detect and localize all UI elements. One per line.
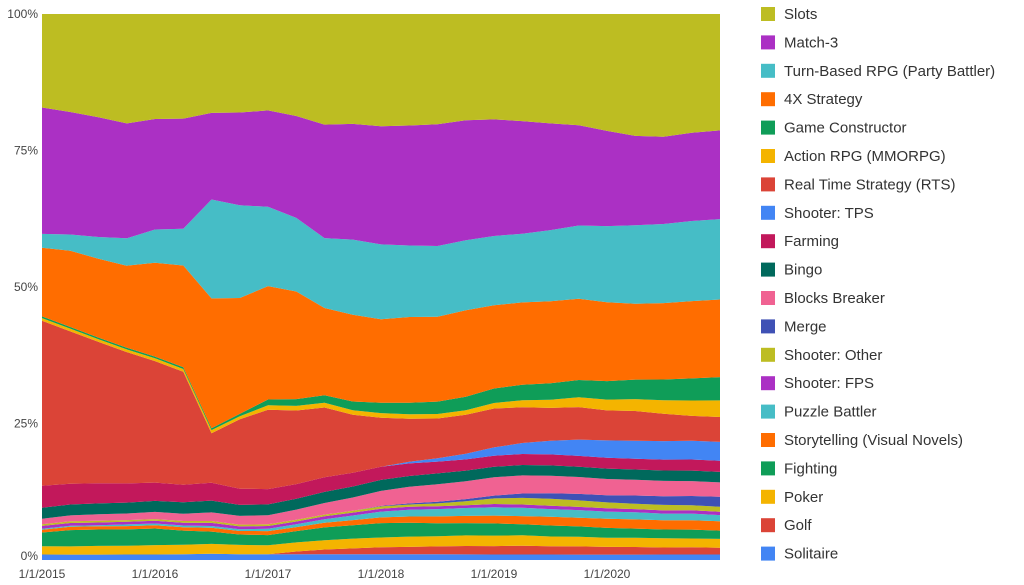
x-tick-label: 1/1/2015 (19, 567, 66, 581)
legend-label: Action RPG (MMORPG) (784, 148, 946, 165)
legend-swatch (761, 546, 775, 561)
legend-label: Shooter: TPS (784, 205, 874, 222)
area-blocks-breaker (42, 475, 720, 525)
legend-item-shooter-fps: Shooter: FPS (761, 375, 874, 392)
area-action-rpg-mmorpg (42, 318, 720, 434)
legend-swatch (761, 177, 775, 192)
legend-item-storytelling-visual-novels: Storytelling (Visual Novels) (761, 432, 963, 449)
legend-swatch (761, 433, 775, 447)
legend-item-merge: Merge (761, 318, 827, 335)
legend-label: Match-3 (784, 34, 838, 51)
legend-swatch (761, 205, 775, 220)
legend-swatch (761, 149, 775, 163)
legend-label: Bingo (784, 262, 822, 279)
y-tick-label: 100% (7, 7, 38, 21)
legend-swatch (761, 347, 775, 362)
x-tick-label: 1/1/2018 (358, 567, 405, 581)
legend-label: Game Constructor (784, 120, 907, 137)
area-match-3 (42, 107, 720, 246)
legend-item-slots: Slots (761, 6, 817, 23)
area-solitaire (42, 553, 720, 560)
area-fighting (42, 522, 720, 547)
x-tick-label: 1/1/2016 (132, 567, 179, 581)
legend-label: Slots (784, 6, 817, 23)
x-tick-label: 1/1/2017 (245, 567, 292, 581)
area-shooter-tps (42, 439, 720, 490)
y-tick-label: 25% (14, 417, 38, 431)
legend-item-action-rpg-mmorpg: Action RPG (MMORPG) (761, 148, 946, 165)
legend-swatch (761, 518, 775, 533)
area-puzzle-battler (42, 507, 720, 532)
area-merge (42, 493, 720, 525)
legend-label: Fighting (784, 460, 837, 477)
legend-swatch (761, 461, 775, 476)
legend-swatch (761, 35, 775, 50)
legend-item-blocks-breaker: Blocks Breaker (761, 290, 885, 307)
area-4x-strategy (42, 247, 720, 429)
legend-label: Puzzle Battler (784, 404, 877, 421)
legend-label: Turn-Based RPG (Party Battler) (784, 63, 995, 80)
y-tick-label: 50% (14, 280, 38, 294)
legend-item-shooter-tps: Shooter: TPS (761, 205, 874, 222)
legend-item-fighting: Fighting (761, 460, 837, 477)
y-axis: 0% 25% 50% 75% 100% (7, 7, 38, 563)
legend-item-4x-strategy: 4X Strategy (761, 91, 863, 108)
legend-label: Farming (784, 233, 839, 250)
legend-label: Golf (784, 517, 812, 534)
legend-item-bingo: Bingo (761, 262, 822, 279)
legend-item-match-3: Match-3 (761, 34, 838, 51)
legend-swatch (761, 7, 775, 21)
legend-label: Merge (784, 318, 827, 335)
area-golf (42, 545, 720, 555)
area-farming (42, 454, 720, 508)
legend-item-game-constructor: Game Constructor (761, 120, 907, 137)
legend-label: Solitaire (784, 546, 838, 563)
legend-label: Shooter: FPS (784, 375, 874, 392)
legend-swatch (761, 376, 775, 391)
legend: Slots Match-3 Turn-Based RPG (Party Battle… (761, 6, 995, 563)
legend-item-shooter-other: Shooter: Other (761, 347, 882, 364)
area-shooter-other (42, 497, 720, 527)
x-axis: 1/1/2015 1/1/2016 1/1/2017 1/1/2018 1/1/2019… (19, 567, 631, 581)
legend-label: 4X Strategy (784, 91, 863, 108)
legend-swatch (761, 262, 775, 277)
legend-swatch (761, 319, 775, 334)
legend-swatch (761, 120, 775, 135)
legend-swatch (761, 291, 775, 305)
legend-swatch (761, 92, 775, 107)
area-bingo (42, 465, 720, 519)
area-turn-based-rpg-party-battler (42, 199, 720, 320)
area-shooter-fps (42, 504, 720, 530)
legend-swatch (761, 234, 775, 249)
legend-label: Blocks Breaker (784, 290, 885, 307)
y-tick-label: 0% (21, 549, 39, 563)
x-tick-label: 1/1/2019 (471, 567, 518, 581)
legend-swatch (761, 489, 775, 504)
legend-item-real-time-strategy-rts: Real Time Strategy (RTS) (761, 176, 955, 193)
legend-label: Poker (784, 489, 823, 506)
y-tick-label: 75% (14, 144, 38, 158)
legend-item-poker: Poker (761, 489, 823, 506)
chart-areas (42, 14, 720, 560)
legend-item-solitaire: Solitaire (761, 546, 838, 563)
area-poker (42, 535, 720, 555)
x-tick-label: 1/1/2020 (584, 567, 631, 581)
legend-label: Storytelling (Visual Novels) (784, 432, 963, 449)
legend-item-golf: Golf (761, 517, 812, 534)
area-real-time-strategy-rts (42, 320, 720, 490)
legend-item-turn-based-rpg-party-battler: Turn-Based RPG (Party Battler) (761, 63, 995, 80)
legend-swatch (761, 404, 775, 419)
legend-label: Shooter: Other (784, 347, 882, 364)
area-game-constructor (42, 316, 720, 431)
legend-swatch (761, 63, 775, 78)
legend-item-farming: Farming (761, 233, 839, 250)
legend-label: Real Time Strategy (RTS) (784, 176, 955, 193)
area-slots (42, 14, 720, 137)
legend-item-puzzle-battler: Puzzle Battler (761, 404, 877, 421)
area-storytelling-visual-novels (42, 515, 720, 536)
